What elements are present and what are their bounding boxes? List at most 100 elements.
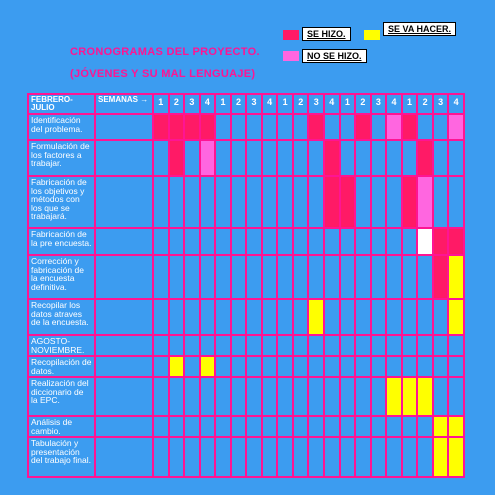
schedule-cell xyxy=(198,175,217,229)
legend-not-done-swatch xyxy=(283,51,299,61)
schedule-cell xyxy=(291,227,310,256)
week-number: 2 xyxy=(354,93,372,115)
weeks-spacer xyxy=(94,334,154,357)
schedule-cell xyxy=(369,376,388,417)
schedule-row: AGOSTO-NOVIEMBRE. xyxy=(27,334,465,357)
schedule-cell xyxy=(152,254,170,300)
schedule-cell xyxy=(416,334,434,357)
schedule-cell xyxy=(447,254,465,300)
week-number: 3 xyxy=(245,93,263,115)
schedule-cell xyxy=(400,113,419,141)
schedule-cell xyxy=(276,376,294,417)
schedule-cell xyxy=(400,139,419,177)
week-number: 3 xyxy=(431,93,450,115)
schedule-cell xyxy=(183,139,201,177)
schedule-cell xyxy=(354,334,372,357)
schedule-cell xyxy=(245,227,263,256)
schedule-cell xyxy=(447,376,465,417)
schedule-cell xyxy=(431,175,450,229)
schedule-cell xyxy=(323,298,341,336)
schedule-cell xyxy=(183,355,201,378)
weeks-spacer xyxy=(94,436,154,478)
schedule-cell xyxy=(198,334,217,357)
schedule-cell xyxy=(385,355,403,378)
week-number: 4 xyxy=(385,93,403,115)
schedule-cell xyxy=(291,376,310,417)
schedule-cell xyxy=(323,355,341,378)
schedule-cell xyxy=(416,175,434,229)
week-number: 3 xyxy=(183,93,201,115)
week-number: 4 xyxy=(323,93,341,115)
schedule-cell xyxy=(338,298,357,336)
schedule-cell xyxy=(323,415,341,438)
schedule-cell xyxy=(229,415,248,438)
schedule-cell xyxy=(354,415,372,438)
schedule-row: Identificación del problema. xyxy=(27,113,465,141)
schedule-cell xyxy=(369,139,388,177)
schedule-cell xyxy=(369,436,388,478)
schedule-cell xyxy=(307,334,325,357)
schedule-cell xyxy=(183,436,201,478)
schedule-cell xyxy=(167,113,186,141)
schedule-cell xyxy=(354,436,372,478)
schedule-cell xyxy=(214,355,232,378)
schedule-cell xyxy=(431,113,450,141)
task-label: Análisis de cambio. xyxy=(27,415,96,438)
schedule-cell xyxy=(260,175,279,229)
schedule-cell xyxy=(276,139,294,177)
schedule-cell xyxy=(198,254,217,300)
schedule-cell xyxy=(291,355,310,378)
schedule-cell xyxy=(291,298,310,336)
schedule-cell xyxy=(167,139,186,177)
schedule-cell xyxy=(229,227,248,256)
schedule-cell xyxy=(183,175,201,229)
schedule-cell xyxy=(167,355,186,378)
schedule-cell xyxy=(354,355,372,378)
schedule-cell xyxy=(338,334,357,357)
schedule-cell xyxy=(276,355,294,378)
week-number: 2 xyxy=(229,93,248,115)
schedule-cell xyxy=(167,227,186,256)
week-number: 2 xyxy=(291,93,310,115)
schedule-cell xyxy=(307,254,325,300)
schedule-cell xyxy=(369,298,388,336)
schedule-cell xyxy=(400,415,419,438)
schedule-cell xyxy=(229,254,248,300)
schedule-cell xyxy=(198,415,217,438)
schedule-cell xyxy=(152,436,170,478)
schedule-cell xyxy=(307,376,325,417)
schedule-row: Fabricación de la pre encuesta. xyxy=(27,227,465,256)
schedule-cell xyxy=(291,334,310,357)
weeks-spacer xyxy=(94,415,154,438)
schedule-cell xyxy=(183,254,201,300)
schedule-cell xyxy=(214,139,232,177)
schedule-cell xyxy=(354,175,372,229)
schedule-cell xyxy=(400,254,419,300)
schedule-cell xyxy=(183,227,201,256)
schedule-cell xyxy=(260,436,279,478)
schedule-cell xyxy=(323,436,341,478)
week-number: 4 xyxy=(198,93,217,115)
schedule-cell xyxy=(214,175,232,229)
schedule-cell xyxy=(447,227,465,256)
schedule-row: Recopilación de datos. xyxy=(27,355,465,378)
schedule-cell xyxy=(431,376,450,417)
schedule-cell xyxy=(354,254,372,300)
week-number: 1 xyxy=(276,93,294,115)
schedule-row: Tabulación y presentación del trabajo fi… xyxy=(27,436,465,478)
schedule-cell xyxy=(152,175,170,229)
schedule-cell xyxy=(183,298,201,336)
schedule-cell xyxy=(369,415,388,438)
schedule-cell xyxy=(431,436,450,478)
schedule-cell xyxy=(183,415,201,438)
schedule-cell xyxy=(229,298,248,336)
schedule-cell xyxy=(400,355,419,378)
weeks-spacer xyxy=(94,175,154,229)
weeks-header: SEMANAS → xyxy=(94,93,154,115)
schedule-cell xyxy=(385,415,403,438)
task-label: Tabulación y presentación del trabajo fi… xyxy=(27,436,96,478)
schedule-cell xyxy=(447,355,465,378)
schedule-cell xyxy=(369,227,388,256)
schedule-cell xyxy=(354,298,372,336)
schedule-cell xyxy=(260,334,279,357)
